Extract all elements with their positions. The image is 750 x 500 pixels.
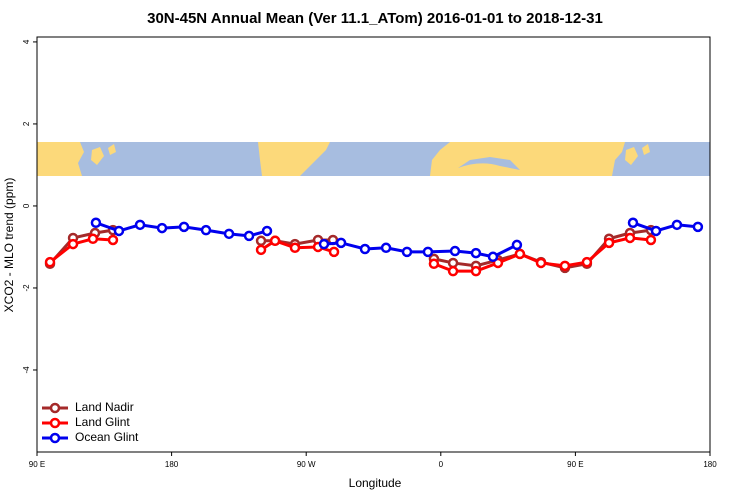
point xyxy=(255,244,267,256)
point xyxy=(328,246,340,258)
point xyxy=(90,217,102,229)
point xyxy=(269,235,281,247)
point xyxy=(447,265,459,277)
y-axis-label: XCO2 - MLO trend (ppm) xyxy=(2,178,16,313)
point xyxy=(289,242,301,254)
plot-frame xyxy=(36,36,711,453)
y-tick-label: 2 xyxy=(22,121,31,126)
point xyxy=(581,256,593,268)
point xyxy=(514,248,526,260)
point xyxy=(470,265,482,277)
x-tick-label: 180 xyxy=(165,460,179,469)
point xyxy=(261,225,273,237)
point xyxy=(318,238,330,250)
point xyxy=(449,245,461,257)
point xyxy=(134,219,146,231)
point xyxy=(671,219,683,231)
point xyxy=(107,234,119,246)
legend-marker xyxy=(49,432,61,444)
point xyxy=(44,256,56,268)
point xyxy=(335,237,347,249)
point xyxy=(470,247,482,259)
point xyxy=(156,222,168,234)
point xyxy=(380,242,392,254)
x-axis-label: Longitude xyxy=(349,476,402,490)
legend-marker xyxy=(49,417,61,429)
point xyxy=(447,257,459,269)
point xyxy=(200,224,212,236)
map-strip xyxy=(37,142,710,176)
legend-label: Land Glint xyxy=(75,415,130,429)
legend-label: Ocean Glint xyxy=(75,430,139,444)
point xyxy=(487,251,499,263)
point xyxy=(113,225,125,237)
point xyxy=(624,232,636,244)
y-tick-label: 0 xyxy=(22,203,31,208)
point xyxy=(535,257,547,269)
point xyxy=(627,217,639,229)
point xyxy=(401,246,413,258)
point xyxy=(87,233,99,245)
point xyxy=(603,237,615,249)
chart-title: 30N-45N Annual Mean (Ver 11.1_ATom) 2016… xyxy=(147,10,603,27)
point xyxy=(422,246,434,258)
point xyxy=(67,238,79,250)
point xyxy=(255,235,267,247)
y-tick-label: -2 xyxy=(22,284,31,292)
x-tick-label: 90 E xyxy=(567,460,583,469)
series-line xyxy=(48,228,652,270)
y-tick-label: -4 xyxy=(22,366,31,374)
point xyxy=(645,234,657,246)
legend-marker xyxy=(49,402,61,414)
point xyxy=(178,221,190,233)
x-tick-label: 90 E xyxy=(29,460,45,469)
point xyxy=(428,258,440,270)
point xyxy=(359,243,371,255)
legend-label: Land Nadir xyxy=(75,400,134,414)
y-tick-label: 4 xyxy=(22,39,31,44)
point xyxy=(243,230,255,242)
point xyxy=(692,221,704,233)
point xyxy=(511,239,523,251)
x-tick-label: 0 xyxy=(439,460,444,469)
point xyxy=(223,228,235,240)
point xyxy=(650,225,662,237)
x-tick-label: 90 W xyxy=(297,460,316,469)
point xyxy=(559,260,571,272)
x-tick-label: 180 xyxy=(703,460,717,469)
